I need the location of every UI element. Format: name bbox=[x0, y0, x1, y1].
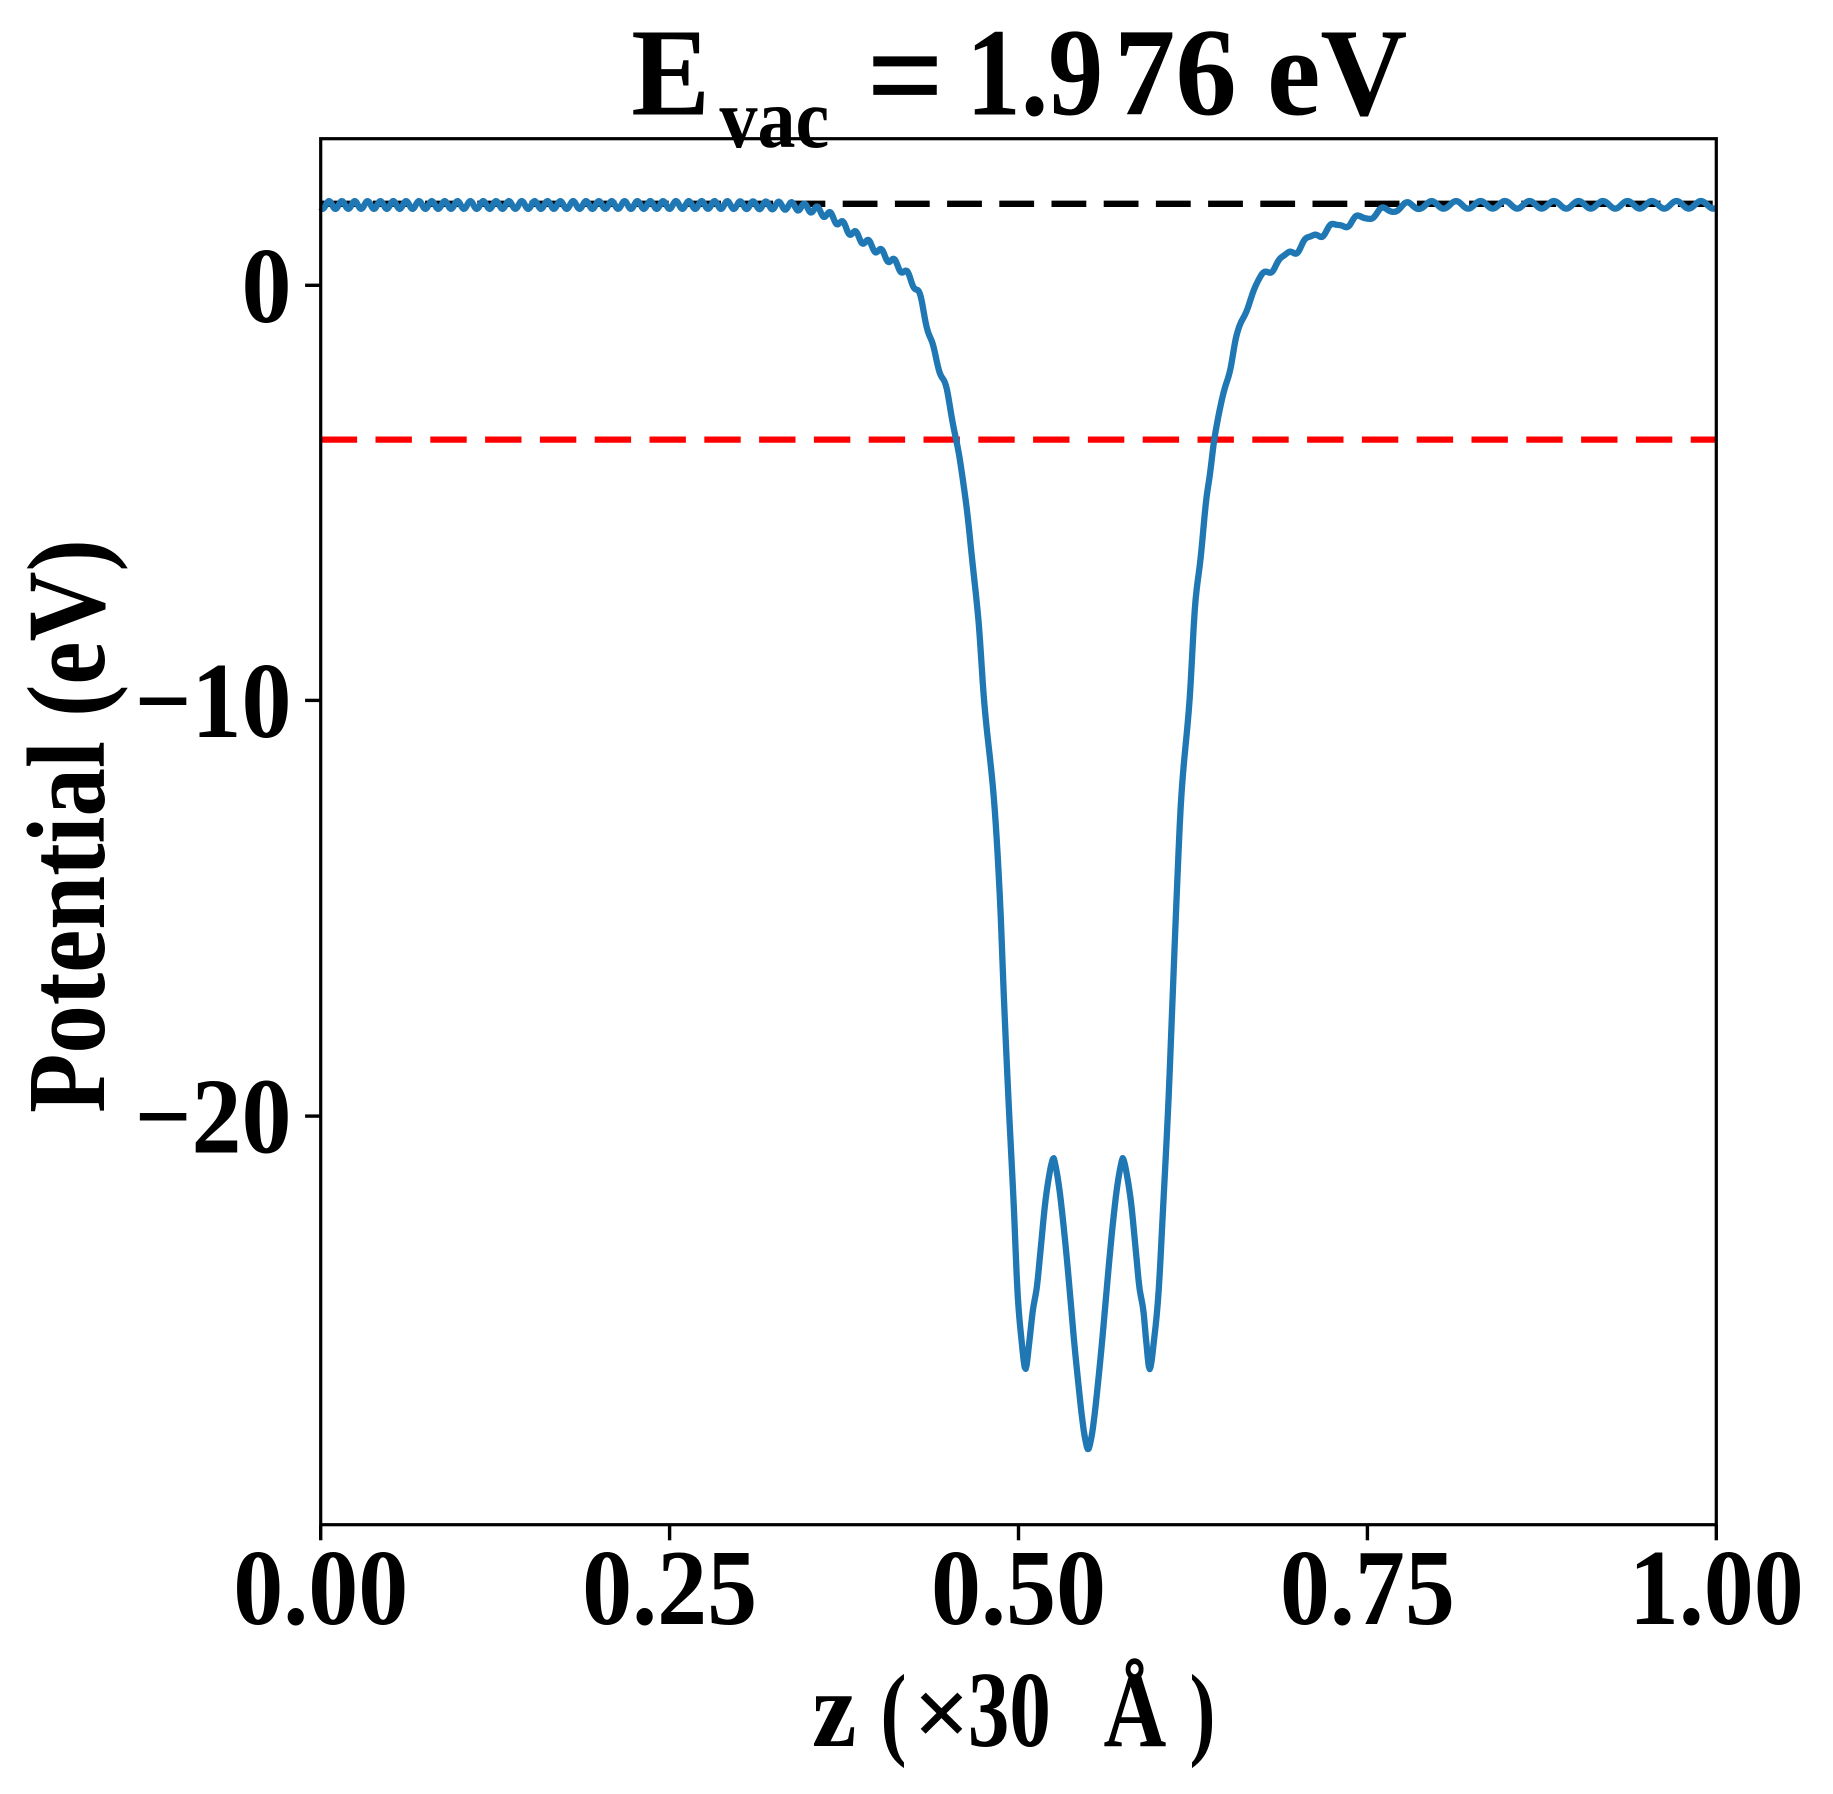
svg-text:): ) bbox=[1190, 1653, 1216, 1768]
svg-text:Potential (eV): Potential (eV) bbox=[5, 539, 129, 1113]
svg-text:vac: vac bbox=[720, 72, 830, 166]
svg-text:1.00: 1.00 bbox=[1629, 1527, 1804, 1647]
svg-text:z: z bbox=[812, 1649, 856, 1769]
svg-text:Å: Å bbox=[1104, 1652, 1167, 1770]
svg-text:−10: −10 bbox=[135, 640, 292, 760]
svg-text:1.9: 1.9 bbox=[966, 4, 1103, 142]
svg-text:30: 30 bbox=[968, 1650, 1051, 1770]
svg-text:76: 76 bbox=[1114, 3, 1237, 141]
svg-text:eV: eV bbox=[1267, 3, 1407, 142]
svg-text:0.25: 0.25 bbox=[582, 1527, 757, 1647]
svg-text:0: 0 bbox=[242, 225, 292, 345]
svg-text:(: ( bbox=[881, 1653, 907, 1768]
svg-text:0.00: 0.00 bbox=[233, 1527, 408, 1647]
svg-text:0.75: 0.75 bbox=[1280, 1527, 1455, 1647]
svg-text:−20: −20 bbox=[135, 1056, 292, 1176]
svg-text:=: = bbox=[867, 0, 945, 155]
svg-text:×: × bbox=[913, 1657, 970, 1767]
svg-text:E: E bbox=[631, 4, 710, 142]
svg-text:0.50: 0.50 bbox=[931, 1527, 1106, 1647]
